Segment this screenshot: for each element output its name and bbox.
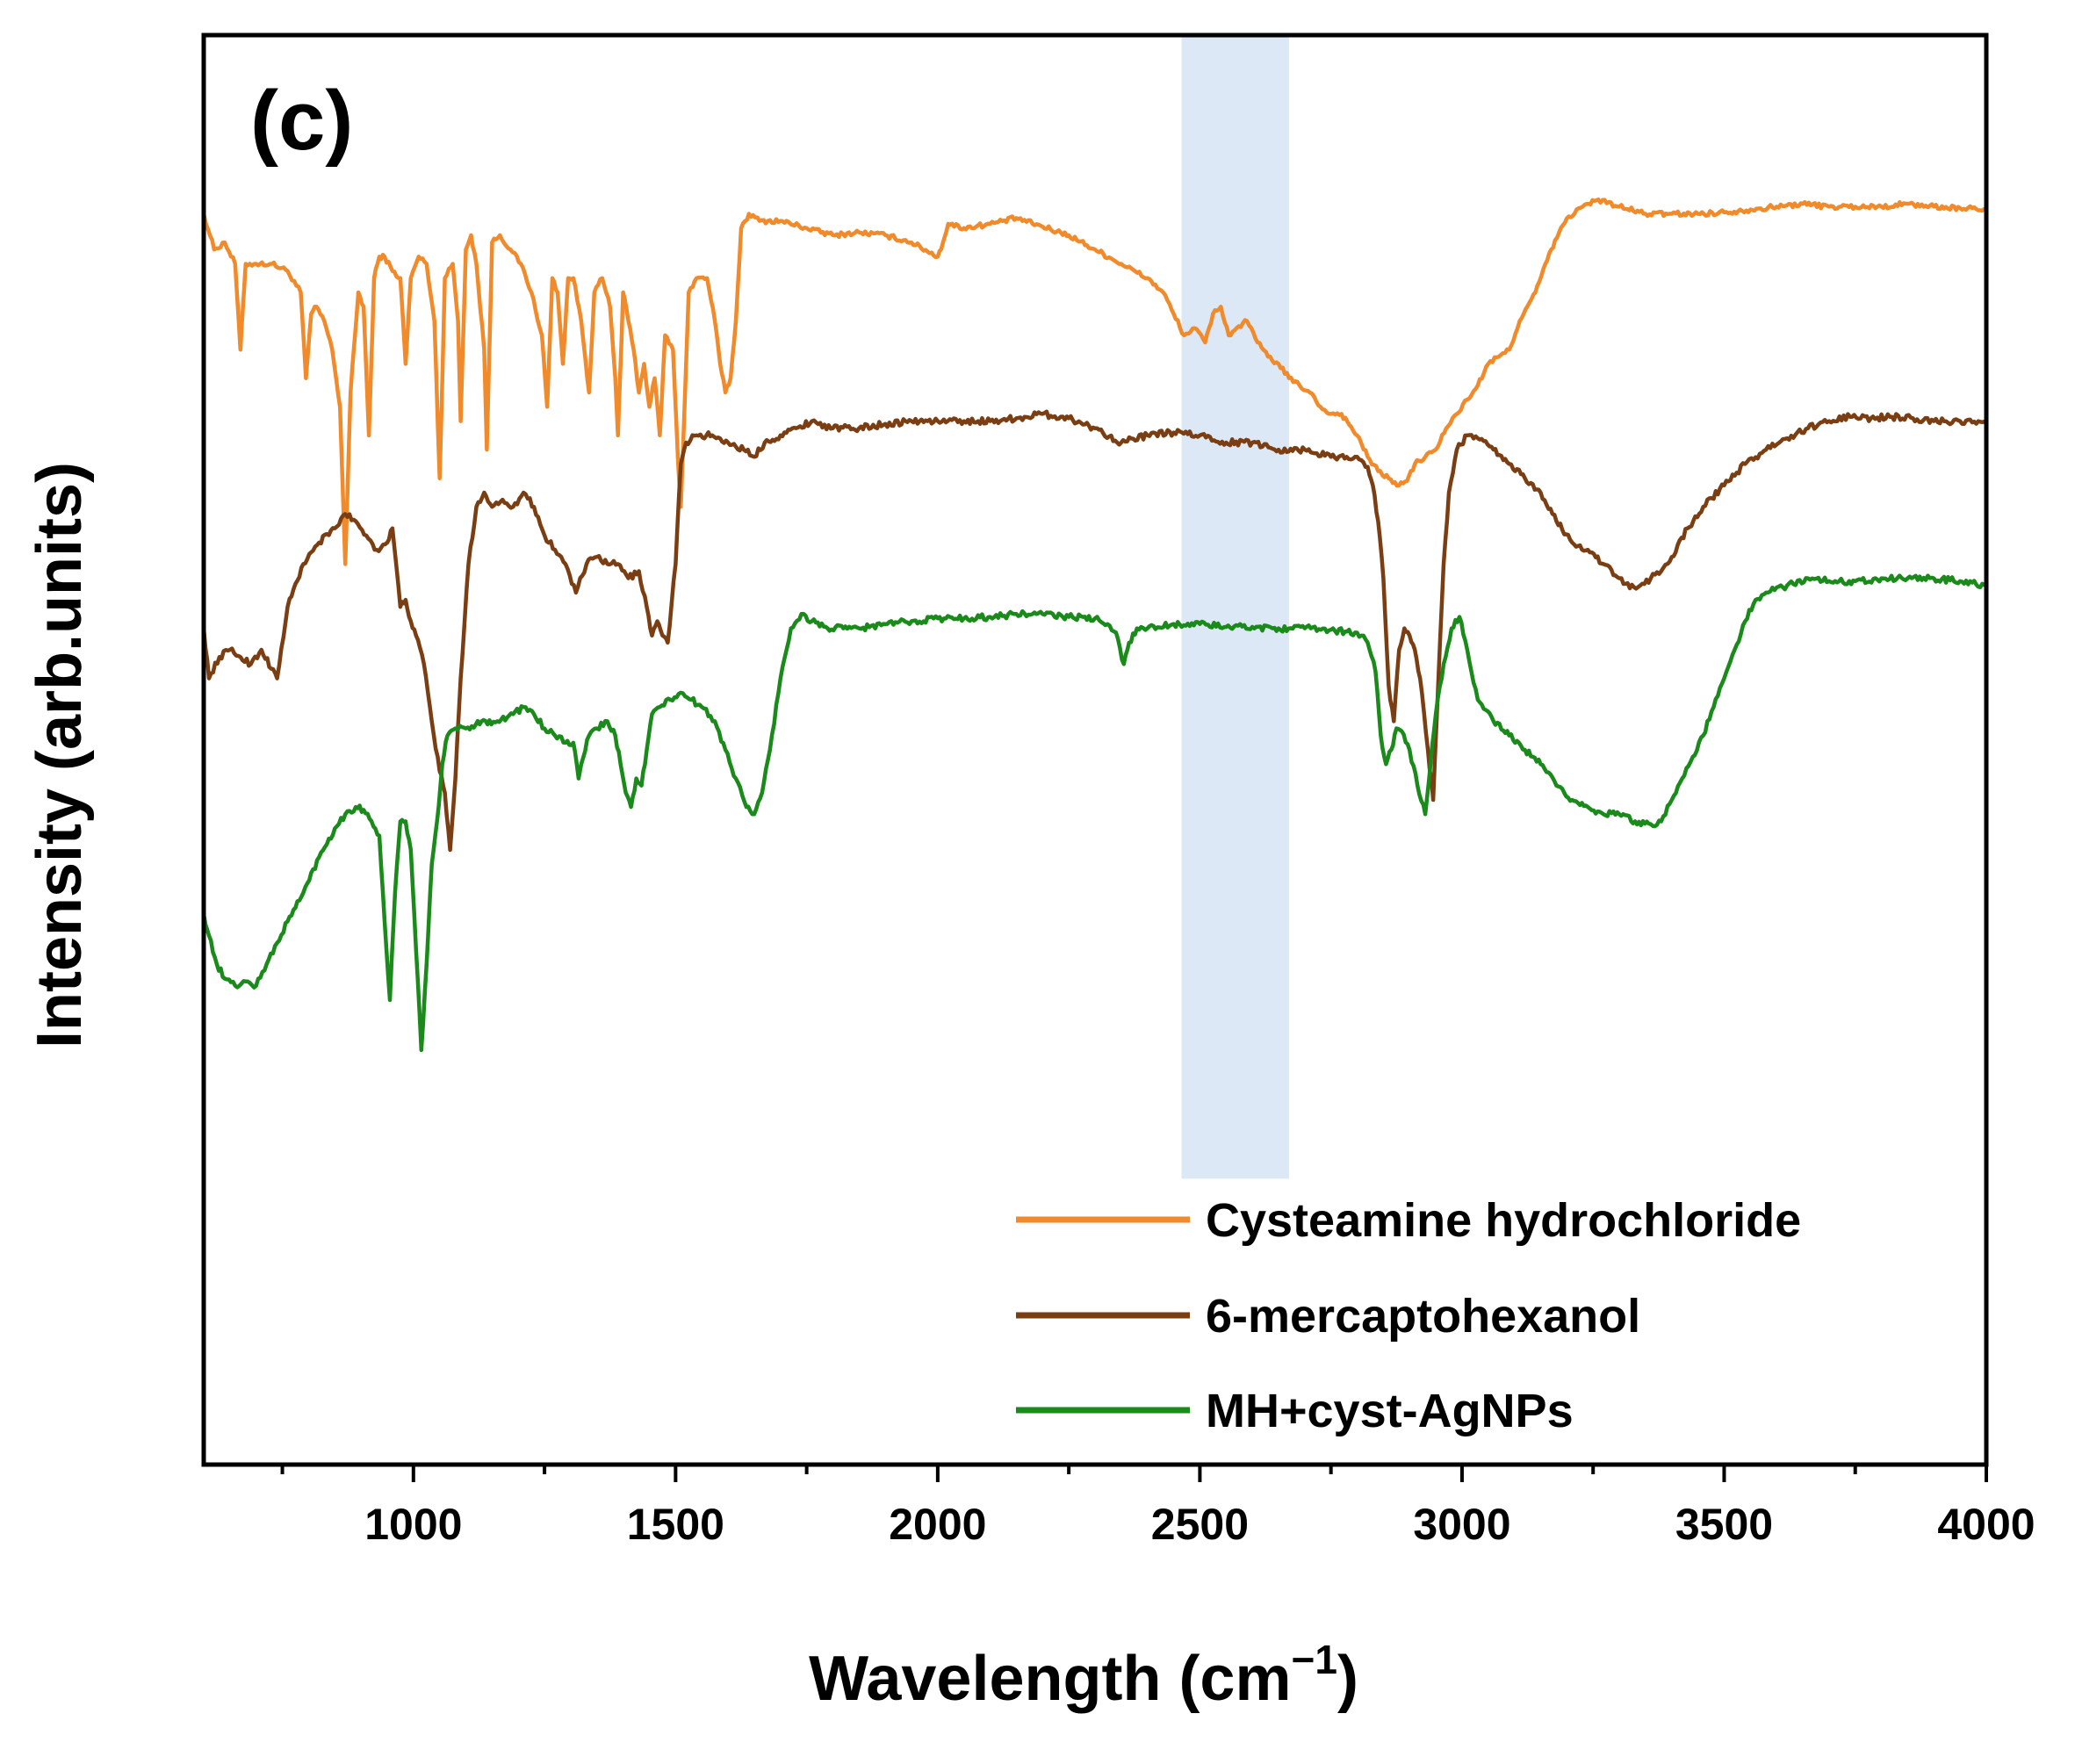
x-tick-label: 3500 — [1675, 1500, 1773, 1549]
axes-layer: 1000 1500 2000 2500 3000 3500 4000 — [201, 32, 2035, 1549]
x-tick-label: 2500 — [1151, 1500, 1249, 1549]
plot-frame — [201, 32, 1989, 1467]
legend-label-1: Cysteamine hydrochloride — [1206, 1194, 1801, 1247]
legend-label-2: 6-mercaptohexanol — [1206, 1290, 1640, 1343]
legend: Cysteamine hydrochloride 6-mercaptohexano… — [1016, 1194, 1801, 1437]
highlight-band — [1181, 35, 1289, 1179]
series-line-2 — [201, 409, 1988, 853]
series-line-1 — [201, 197, 1987, 566]
x-tick-label: 4000 — [1937, 1500, 2035, 1549]
x-tick-label: 1000 — [364, 1500, 462, 1549]
x-tick-label: 2000 — [889, 1500, 986, 1549]
series-line-3 — [201, 573, 1987, 1053]
panel-label: (c) — [250, 74, 353, 168]
highlight-band-layer — [1181, 35, 1289, 1179]
x-tick-label: 3000 — [1413, 1500, 1510, 1549]
legend-label-3: MH+cyst-AgNPs — [1206, 1385, 1574, 1437]
x-axis-title: Wavelength (cm−1) — [809, 1637, 1358, 1714]
x-tick-label: 1500 — [627, 1500, 724, 1549]
y-axis-title: Intensity (arb.units) — [25, 462, 95, 1048]
series-layer — [201, 197, 1988, 1053]
